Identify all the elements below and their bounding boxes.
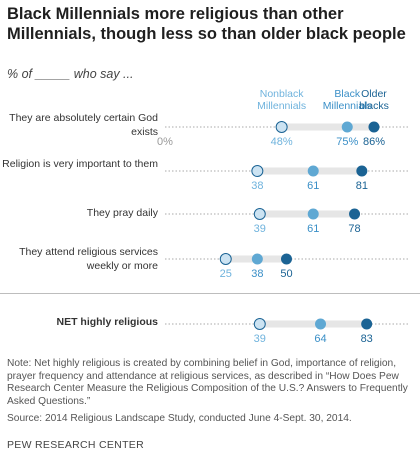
data-point [275, 121, 288, 133]
row-label-pray-daily: They pray daily [86, 207, 158, 219]
value-label: 25 [220, 268, 232, 280]
data-point [281, 253, 292, 265]
data-point [251, 253, 263, 265]
dot-plot: 48% 75% 86% 38 61 81 39 61 78 25 38 50 39 64 83 0% Nonbl… [157, 88, 408, 345]
legend-label: Black Millennials [323, 88, 372, 112]
row-label-certain-god: They are absolutely certain God exists [9, 112, 158, 138]
chart-title: Black Millennials more religious than ot… [7, 5, 406, 43]
data-point [307, 165, 319, 177]
row-label-net-religious: NET highly religious [56, 316, 158, 328]
legend-label: Older blacks [359, 88, 389, 112]
net-divider [0, 293, 420, 294]
value-label: 61 [307, 223, 319, 235]
chart-note: Note: Net highly religious is created by… [7, 358, 408, 407]
value-label: 81 [356, 180, 368, 192]
data-point [356, 165, 368, 177]
value-label: 75% [336, 136, 358, 148]
value-label: 39 [254, 333, 266, 345]
axis-zero-label: 0% [157, 136, 173, 148]
row-label-attend-services: They attend religious services weekly or… [19, 246, 158, 272]
data-point [251, 165, 264, 177]
data-point [307, 208, 319, 220]
value-label: 39 [254, 223, 266, 235]
data-point [361, 318, 373, 330]
value-label: 83 [361, 333, 373, 345]
value-label: 38 [251, 180, 263, 192]
value-label: 48% [271, 136, 293, 148]
data-point [368, 121, 380, 133]
value-label: 86% [363, 136, 385, 148]
chart-source: Source: 2014 Religious Landscape Study, … [7, 413, 352, 424]
data-point [341, 121, 353, 133]
value-label: 78 [348, 223, 360, 235]
data-point [349, 208, 361, 220]
value-label: 38 [251, 268, 263, 280]
value-label: 61 [307, 180, 319, 192]
data-point [315, 318, 327, 330]
pew-credit: PEW RESEARCH CENTER [7, 439, 144, 451]
value-label: 64 [314, 333, 326, 345]
data-point [253, 208, 266, 220]
data-point [253, 318, 266, 330]
data-point [219, 253, 232, 265]
row-label-religion-important: Religion is very important to them [2, 158, 158, 170]
legend-label: Nonblack Millennials [257, 88, 306, 112]
chart-subtitle: % of _____ who say ... [7, 67, 134, 81]
value-label: 50 [280, 268, 292, 280]
